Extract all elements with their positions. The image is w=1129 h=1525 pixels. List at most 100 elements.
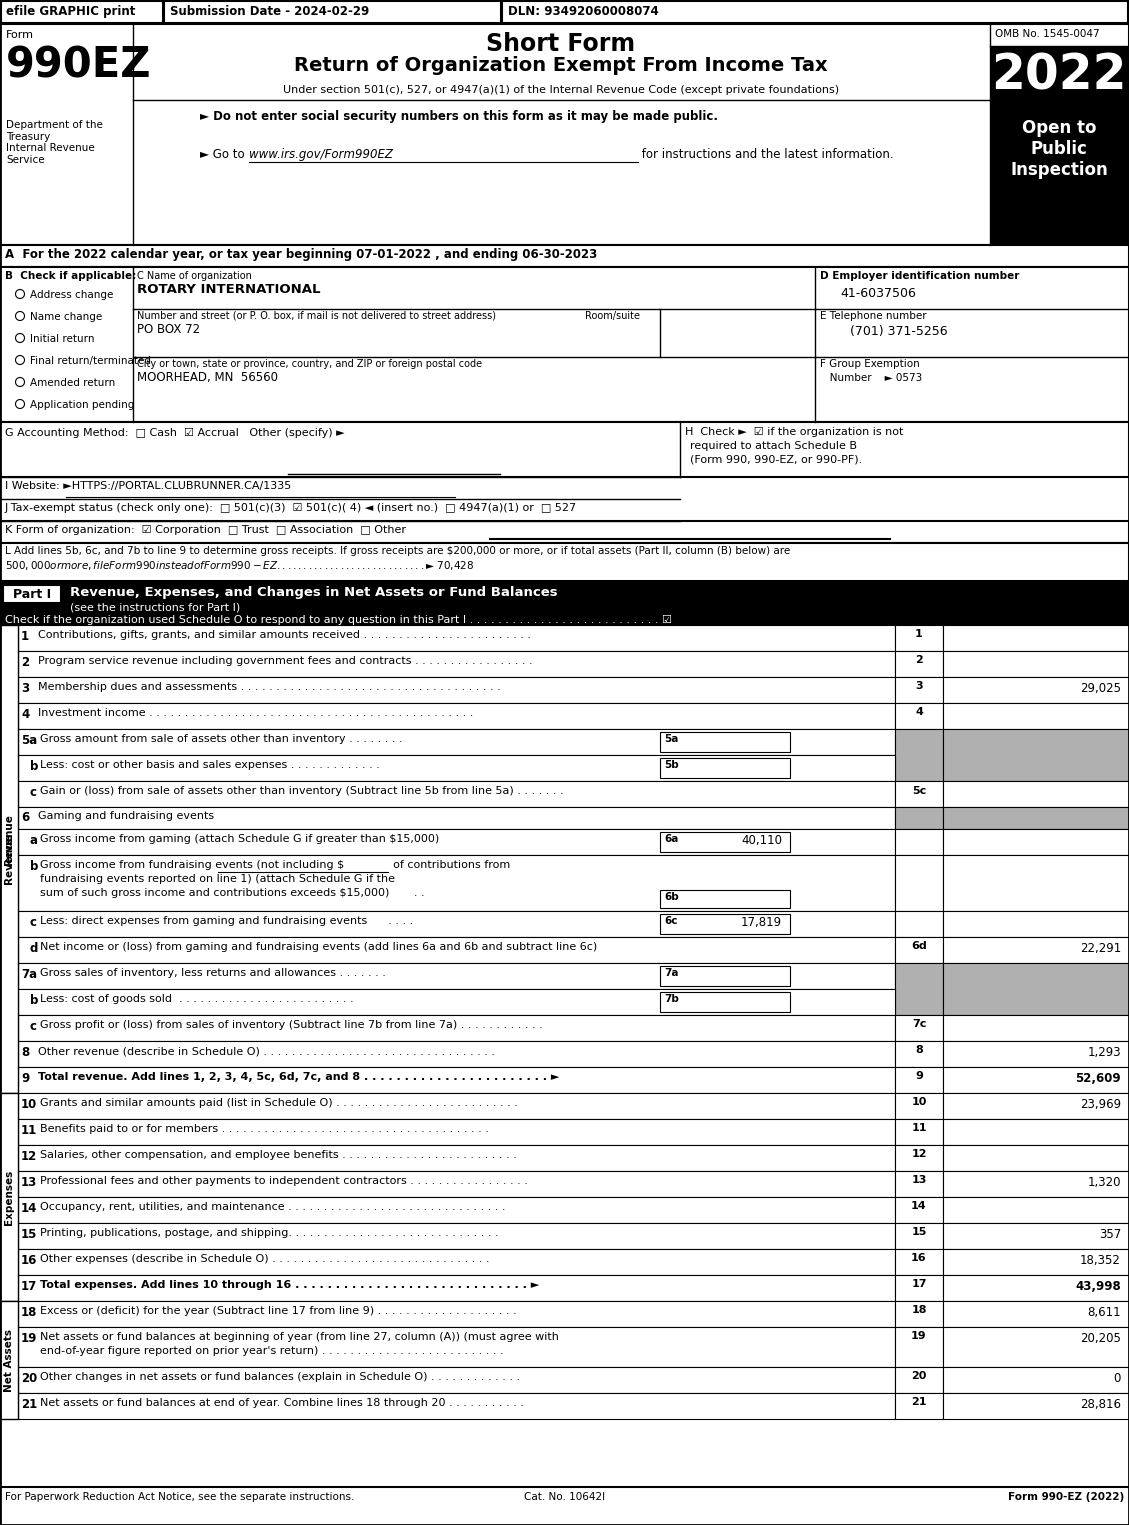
Bar <box>895 1119 943 1145</box>
Bar <box>660 891 790 907</box>
Text: ► Go to: ► Go to <box>200 148 248 162</box>
Text: Salaries, other compensation, and employee benefits . . . . . . . . . . . . . . : Salaries, other compensation, and employ… <box>40 1150 517 1161</box>
Bar <box>0 246 1129 267</box>
Bar <box>943 1068 1129 1093</box>
Text: (701) 371-5256: (701) 371-5256 <box>850 325 947 339</box>
Bar <box>895 1145 943 1171</box>
Text: c: c <box>30 785 37 799</box>
Text: Total expenses. Add lines 10 through 16 . . . . . . . . . . . . . . . . . . . . : Total expenses. Add lines 10 through 16 … <box>40 1279 540 1290</box>
Bar <box>0 1301 18 1418</box>
Bar <box>660 965 790 987</box>
Text: 6d: 6d <box>911 941 927 952</box>
Bar <box>0 24 1129 246</box>
Text: end-of-year figure reported on prior year's return) . . . . . . . . . . . . . . : end-of-year figure reported on prior yea… <box>40 1347 504 1356</box>
Bar <box>18 1249 895 1275</box>
Bar <box>895 936 943 962</box>
Text: 4: 4 <box>916 708 922 717</box>
Text: 15: 15 <box>21 1228 37 1241</box>
Text: Part I: Part I <box>12 589 51 601</box>
Text: Gross income from fundraising events (not including $              of contributi: Gross income from fundraising events (no… <box>40 860 510 869</box>
Text: 7c: 7c <box>912 1019 926 1029</box>
Text: 8: 8 <box>21 1046 29 1058</box>
Text: Return of Organization Exempt From Income Tax: Return of Organization Exempt From Incom… <box>295 56 828 75</box>
Bar <box>0 1093 18 1301</box>
Text: 2: 2 <box>916 656 922 665</box>
Text: (Form 990, 990-EZ, or 990-PF).: (Form 990, 990-EZ, or 990-PF). <box>690 454 863 465</box>
Text: 41-6037506: 41-6037506 <box>840 287 916 300</box>
Bar <box>18 677 895 703</box>
Text: D Employer identification number: D Employer identification number <box>820 271 1019 281</box>
Text: 20: 20 <box>911 1371 927 1382</box>
Bar <box>0 522 1129 543</box>
Bar <box>0 581 1129 625</box>
Bar <box>895 910 943 936</box>
Bar <box>895 1275 943 1301</box>
Bar <box>943 703 1129 729</box>
Text: Total revenue. Add lines 1, 2, 3, 4, 5c, 6d, 7c, and 8 . . . . . . . . . . . . .: Total revenue. Add lines 1, 2, 3, 4, 5c,… <box>38 1072 559 1083</box>
Bar <box>943 625 1129 651</box>
Bar <box>18 962 895 990</box>
Bar <box>895 1197 943 1223</box>
Text: Gross amount from sale of assets other than inventory . . . . . . . .: Gross amount from sale of assets other t… <box>40 734 403 744</box>
Text: 3: 3 <box>916 682 922 691</box>
Bar <box>895 1327 943 1366</box>
Text: Application pending: Application pending <box>30 400 134 410</box>
Text: 6c: 6c <box>664 917 677 926</box>
Text: L Add lines 5b, 6c, and 7b to line 9 to determine gross receipts. If gross recei: L Add lines 5b, 6c, and 7b to line 9 to … <box>5 546 790 557</box>
Text: 13: 13 <box>911 1174 927 1185</box>
Text: Printing, publications, postage, and shipping. . . . . . . . . . . . . . . . . .: Printing, publications, postage, and shi… <box>40 1228 499 1238</box>
Text: Final return/terminated: Final return/terminated <box>30 355 151 366</box>
Text: 8,611: 8,611 <box>1087 1305 1121 1319</box>
Bar <box>18 1366 895 1392</box>
Bar <box>895 781 943 807</box>
Text: 16: 16 <box>911 1254 927 1263</box>
Text: Revenue: Revenue <box>5 814 14 866</box>
Text: 19: 19 <box>21 1331 37 1345</box>
Bar <box>18 651 895 677</box>
Bar <box>943 807 1129 830</box>
Text: b: b <box>30 994 38 1007</box>
Text: Grants and similar amounts paid (list in Schedule O) . . . . . . . . . . . . . .: Grants and similar amounts paid (list in… <box>40 1098 518 1109</box>
Text: 52,609: 52,609 <box>1076 1072 1121 1084</box>
Text: 6: 6 <box>21 811 29 824</box>
Bar <box>3 586 61 602</box>
Text: 14: 14 <box>21 1202 37 1215</box>
Bar <box>895 1068 943 1093</box>
Text: 5c: 5c <box>912 785 926 796</box>
Text: 12: 12 <box>911 1148 927 1159</box>
Text: 17: 17 <box>21 1279 37 1293</box>
Text: A  For the 2022 calendar year, or tax year beginning 07-01-2022 , and ending 06-: A For the 2022 calendar year, or tax yea… <box>5 249 597 261</box>
Bar <box>18 1171 895 1197</box>
Bar <box>895 1223 943 1249</box>
Bar <box>895 1392 943 1418</box>
Text: I Website: ►HTTPS://PORTAL.CLUBRUNNER.CA/1335: I Website: ►HTTPS://PORTAL.CLUBRUNNER.CA… <box>5 480 291 491</box>
Text: Program service revenue including government fees and contracts . . . . . . . . : Program service revenue including govern… <box>38 656 533 666</box>
Text: DLN: 93492060008074: DLN: 93492060008074 <box>508 5 658 18</box>
Bar <box>18 807 895 830</box>
Text: Other expenses (describe in Schedule O) . . . . . . . . . . . . . . . . . . . . : Other expenses (describe in Schedule O) … <box>40 1254 490 1264</box>
Bar <box>18 755 895 781</box>
Bar <box>0 267 1129 422</box>
Bar <box>943 830 1129 856</box>
Text: ► Do not enter social security numbers on this form as it may be made public.: ► Do not enter social security numbers o… <box>200 110 718 124</box>
Bar <box>943 936 1129 962</box>
Text: Other revenue (describe in Schedule O) . . . . . . . . . . . . . . . . . . . . .: Other revenue (describe in Schedule O) .… <box>38 1046 495 1055</box>
Text: 13: 13 <box>21 1176 37 1190</box>
Text: Gaming and fundraising events: Gaming and fundraising events <box>38 811 215 820</box>
Text: Professional fees and other payments to independent contractors . . . . . . . . : Professional fees and other payments to … <box>40 1176 528 1186</box>
Text: Initial return: Initial return <box>30 334 95 345</box>
Text: 990EZ: 990EZ <box>6 44 151 85</box>
Text: 0: 0 <box>1113 1372 1121 1385</box>
Bar <box>18 1301 895 1327</box>
Bar <box>895 807 943 830</box>
Bar <box>660 991 790 1013</box>
Bar <box>943 781 1129 807</box>
Text: Department of the
Treasury
Internal Revenue
Service: Department of the Treasury Internal Reve… <box>6 120 103 165</box>
Text: B  Check if applicable:: B Check if applicable: <box>5 271 137 281</box>
Bar <box>895 1366 943 1392</box>
Bar <box>18 936 895 962</box>
Text: Number and street (or P. O. box, if mail is not delivered to street address): Number and street (or P. O. box, if mail… <box>137 311 496 320</box>
Text: Address change: Address change <box>30 290 113 300</box>
Bar <box>18 910 895 936</box>
Text: Other changes in net assets or fund balances (explain in Schedule O) . . . . . .: Other changes in net assets or fund bala… <box>40 1372 520 1382</box>
